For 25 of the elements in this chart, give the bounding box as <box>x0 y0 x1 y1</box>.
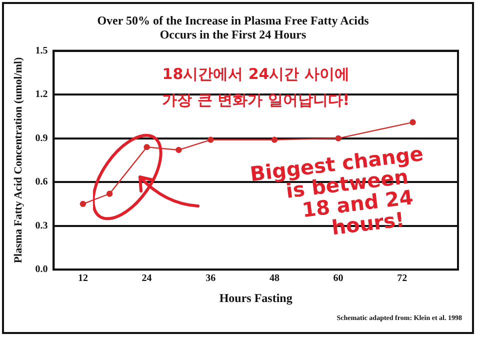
chart-title: Over 50% of the Increase in Plasma Free Fatty Acids Occurs in the First 24 Hours <box>97 13 370 42</box>
y-axis-title: Plasma Fatty Acid Concentration (umol/ml) <box>12 56 24 264</box>
y-tick-label: 0.3 <box>35 220 48 232</box>
y-tick-label: 1.5 <box>35 45 48 56</box>
point <box>176 146 182 154</box>
x-tick-label: 72 <box>397 273 408 284</box>
x-tick-label: 60 <box>333 273 344 284</box>
x-tick-label: 12 <box>78 273 88 284</box>
x-axis-title: Hours Fasting <box>219 290 292 305</box>
annotation: Biggest change is between 18 and 24 hours! <box>248 141 425 240</box>
x-tick-label: 24 <box>142 273 152 284</box>
point <box>335 135 342 142</box>
y-tick-label: 0.6 <box>35 176 48 188</box>
point <box>271 136 278 143</box>
annotation: 18시간에서 24시간 사이에 가장 큰 변화가 일어납니다! <box>162 64 350 110</box>
y-tick-label: 0.9 <box>35 132 48 144</box>
x-tick-label: 36 <box>206 273 216 284</box>
point <box>144 144 150 150</box>
point <box>410 119 416 126</box>
point <box>106 190 113 197</box>
y-tick-label: 0.0 <box>35 264 48 276</box>
point <box>80 200 86 208</box>
y-tick-label: 1.2 <box>35 89 48 100</box>
point <box>208 136 214 143</box>
x-tick-label: 48 <box>269 273 280 284</box>
